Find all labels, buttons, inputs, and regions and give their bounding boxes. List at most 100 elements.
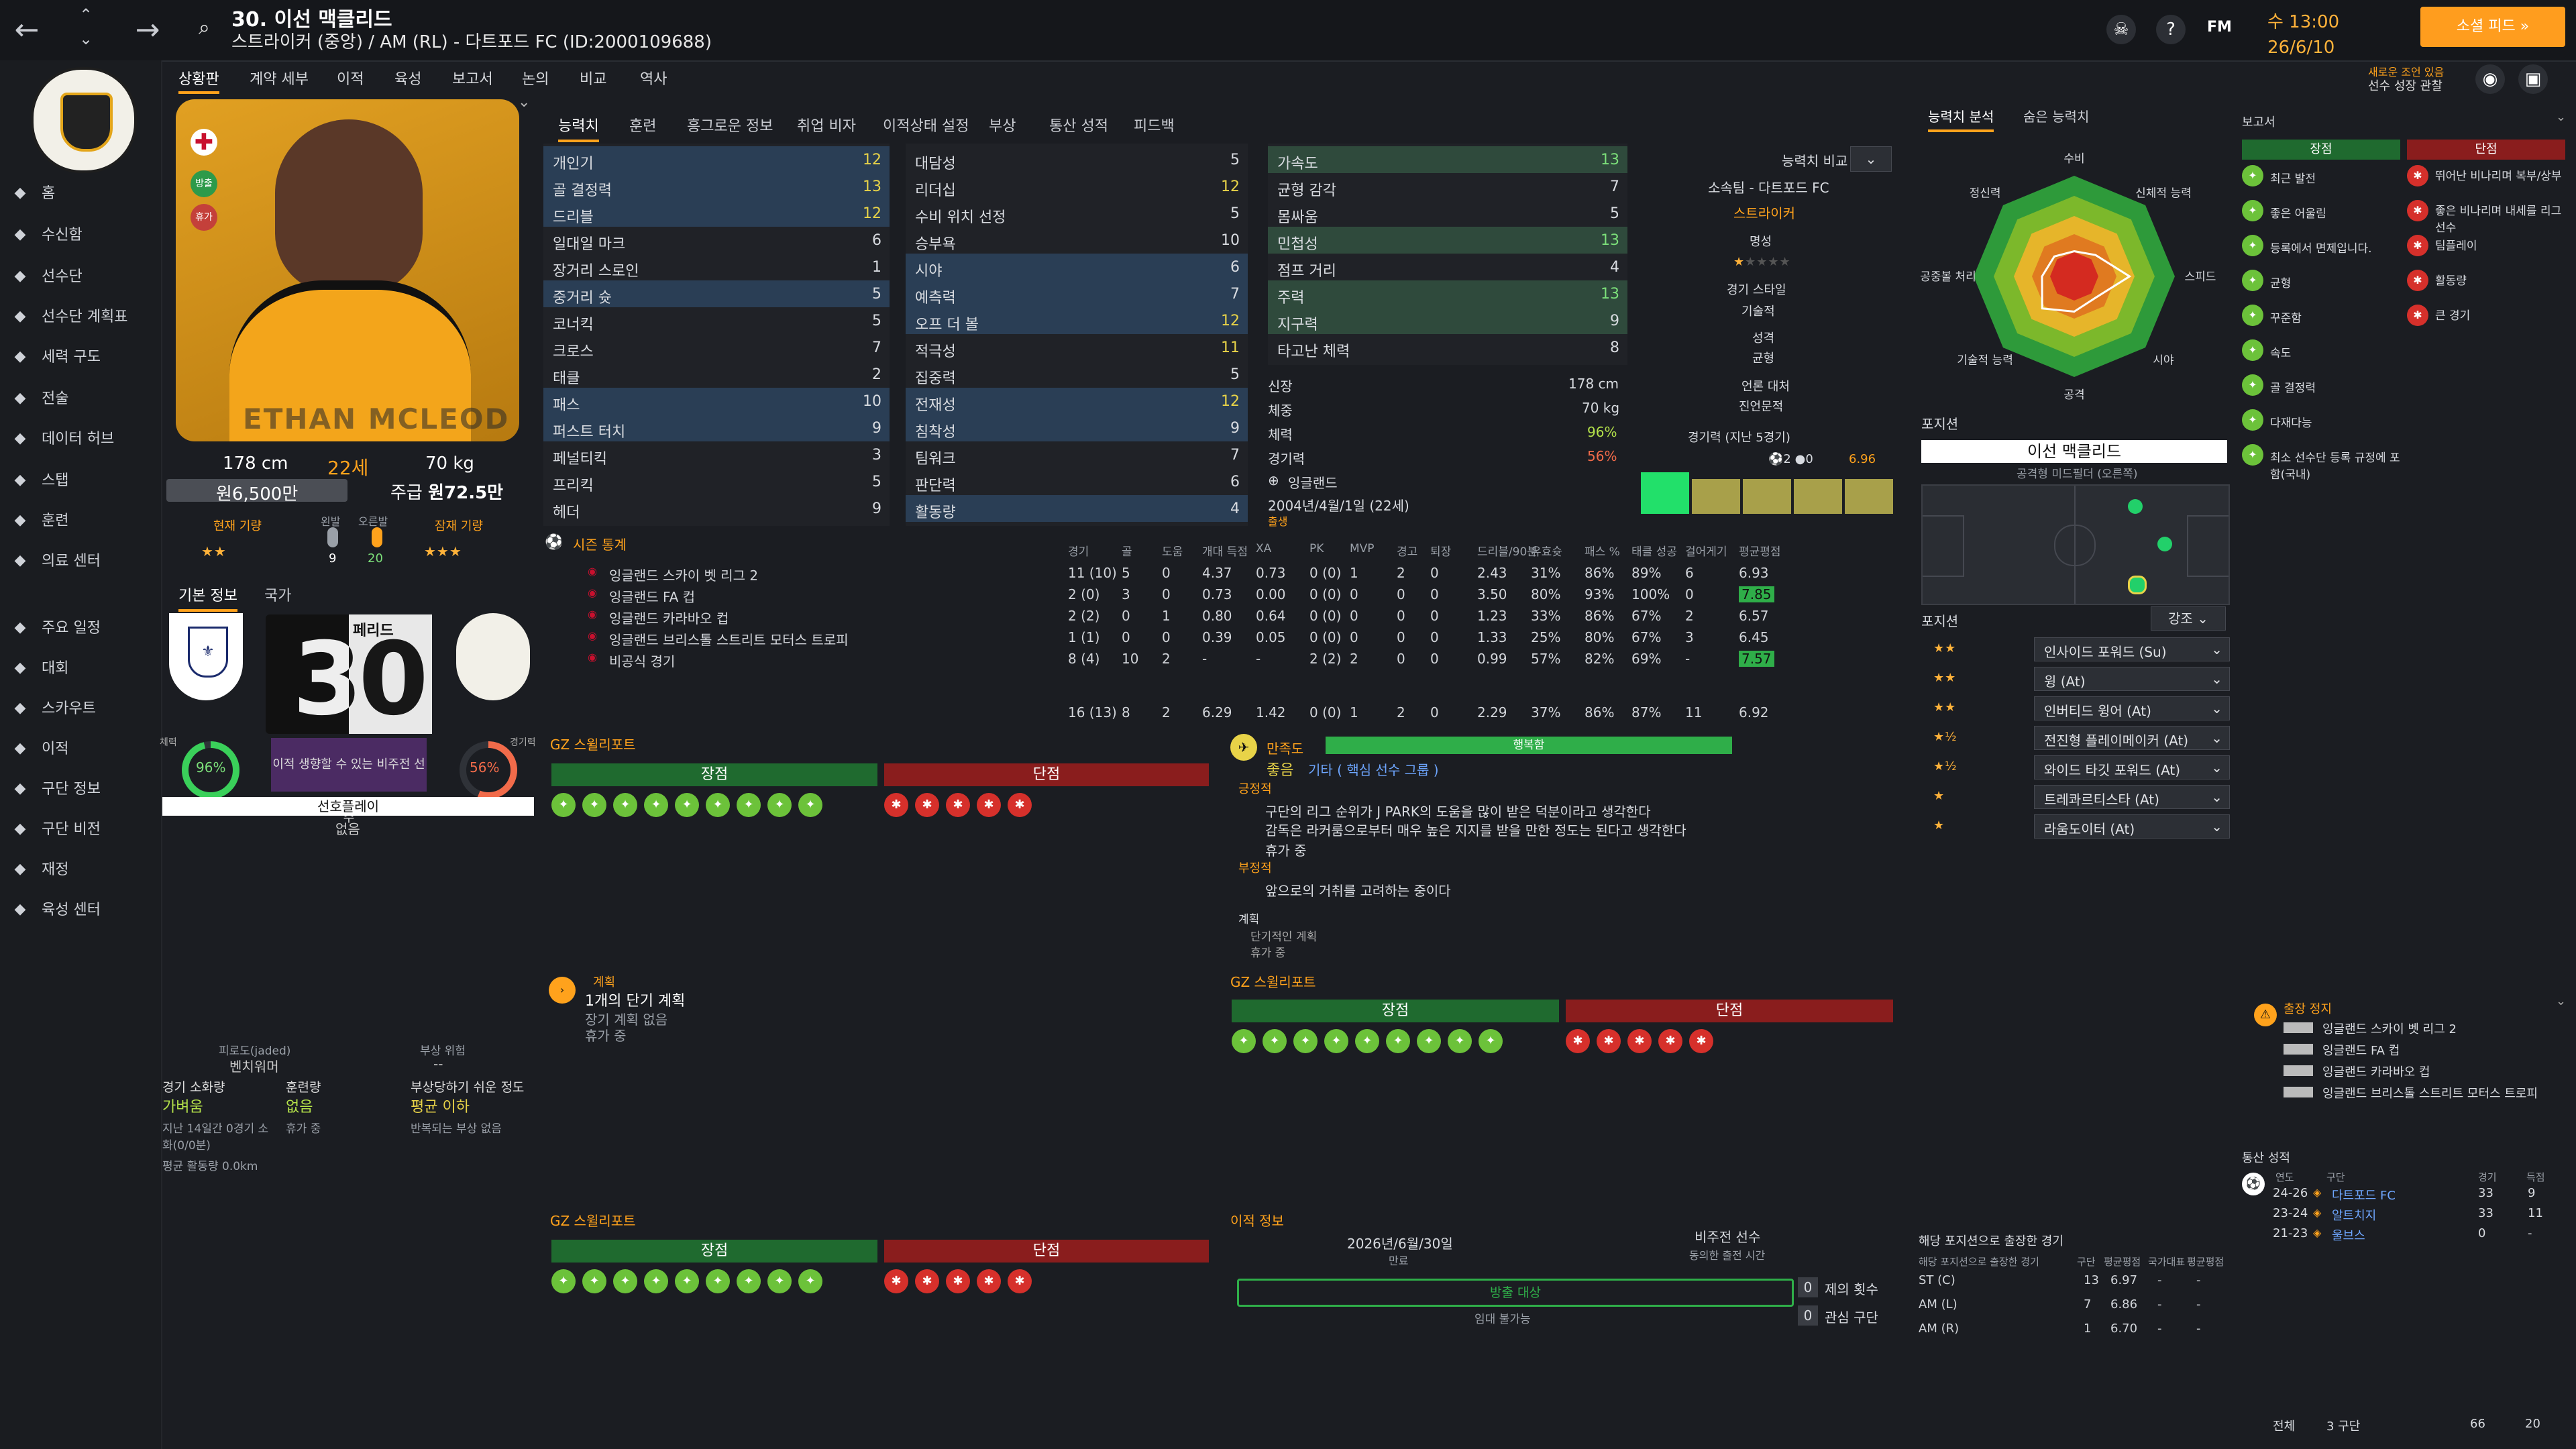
attribute-row[interactable]: 개인기 12 <box>543 146 890 173</box>
competition-name[interactable]: 잉글랜드 FA 컵 <box>609 589 696 605</box>
suspension-title[interactable]: 출장 정지 <box>2284 1002 2332 1016</box>
strength-icon[interactable]: ✦ <box>582 1269 606 1293</box>
attribute-row[interactable]: 코너킥 5 <box>543 307 890 334</box>
strength-icon[interactable]: ✦ <box>1448 1029 1472 1053</box>
stats-header[interactable]: 유효슛 <box>1531 545 1562 559</box>
report-strength[interactable]: 좋은 어울림 <box>2270 207 2326 221</box>
attribute-row[interactable]: 크로스 7 <box>543 334 890 361</box>
attribute-row[interactable]: 주력 13 <box>1268 280 1627 307</box>
sidebar-item-14[interactable]: ◆ 구단 정보 <box>0 774 161 805</box>
role-row[interactable]: ★★ 인버티드 윙어 (At) ⌄ <box>1921 695 2230 722</box>
attribute-row[interactable]: 수비 위치 선정 5 <box>906 200 1248 227</box>
stats-header[interactable]: 걸어게기 <box>1685 545 1727 559</box>
strength-icon[interactable]: ✦ <box>767 1269 792 1293</box>
stats-header[interactable]: MVP <box>1350 542 1375 555</box>
weakness-icon[interactable]: ✱ <box>1597 1029 1621 1053</box>
attribute-row[interactable]: 장거리 스로인 1 <box>543 254 890 280</box>
transfer-status-button[interactable]: 방출 대상 <box>1237 1279 1794 1307</box>
career-cell[interactable]: 울브스 <box>2332 1229 2365 1243</box>
attribute-row[interactable]: 예측력 7 <box>906 280 1248 307</box>
stats-row[interactable]: ◉ 비공식 경기 8 (4) 10 2 - - 2 (2) 2 0 0 0.99 57% 82% 69% - 7… <box>545 649 1900 669</box>
strength-icon[interactable]: ✦ <box>737 1269 761 1293</box>
continue-button[interactable]: 소셜 피드 » <box>2420 7 2565 47</box>
report-strength[interactable]: 등록에서 면제입니다. <box>2270 242 2372 256</box>
attribute-row[interactable]: 적극성 11 <box>906 334 1248 361</box>
stats-header[interactable]: 도움 <box>1162 545 1183 559</box>
weakness-icon[interactable]: ✱ <box>946 793 970 817</box>
player-value-bar[interactable]: 원6,500만 <box>166 479 347 504</box>
attribute-row[interactable]: 판단력 6 <box>906 468 1248 495</box>
strength-icon[interactable]: ✦ <box>551 1269 576 1293</box>
tab-attributes[interactable]: 능력치 <box>558 114 599 142</box>
attribute-row[interactable]: 점프 거리 4 <box>1268 254 1627 280</box>
role-dropdown[interactable]: 와이드 타깃 포워드 (At) ⌄ <box>2034 755 2230 780</box>
strength-icon[interactable]: ✦ <box>675 793 699 817</box>
stats-header[interactable]: 개대 득점 <box>1202 545 1248 559</box>
help-icon[interactable]: ? <box>2156 15 2186 44</box>
strength-icon[interactable]: ✦ <box>1386 1029 1410 1053</box>
weakness-icon[interactable]: ✱ <box>915 793 939 817</box>
role-dropdown[interactable]: 라움도이터 (At) ⌄ <box>2034 814 2230 839</box>
attribute-row[interactable]: 집중력 5 <box>906 361 1248 388</box>
tab-career-stats[interactable]: 통산 성적 <box>1049 118 1108 135</box>
stats-row[interactable]: ◉ 잉글랜드 스카이 벳 리그 2 11 (10) 5 0 4.37 0.73 0 (0) 1 2… <box>545 564 1900 584</box>
weakness-icon[interactable]: ✱ <box>1627 1029 1652 1053</box>
offers-label[interactable]: 제의 횟수 <box>1825 1281 1878 1297</box>
report-weakness[interactable]: 뛰어난 비나리며 복부/상부 <box>2435 170 2562 183</box>
sidebar-item-0[interactable]: ◆ 홈 <box>0 178 161 209</box>
positions-sub-title[interactable]: 포지션 <box>1921 613 1959 629</box>
report-weakness[interactable]: 좋은 비나리며 내세를 리그 선수 <box>2435 205 2562 235</box>
search-icon[interactable]: ⌕ <box>199 16 210 40</box>
strength-icon[interactable]: ✦ <box>1417 1029 1441 1053</box>
form-bar-5[interactable] <box>1845 479 1893 514</box>
stats-header[interactable]: 태클 성공 <box>1631 545 1677 559</box>
stats-header[interactable]: PK <box>1309 542 1324 555</box>
stats-row[interactable]: ◉ 잉글랜드 브리스톨 스트리트 모터스 트로피 1 (1) 0 0 0.39 0.05 0 … <box>545 628 1900 648</box>
competition-name[interactable]: 잉글랜드 카라바오 컵 <box>609 610 729 627</box>
form-bar-2[interactable] <box>1692 479 1740 514</box>
strength-icon[interactable]: ✦ <box>644 793 668 817</box>
form-bar-4[interactable] <box>1794 479 1842 514</box>
attribute-row[interactable]: 페널티킥 3 <box>543 441 890 468</box>
submenu-discuss[interactable]: 논의 <box>522 71 549 88</box>
stats-row[interactable]: ◉ 잉글랜드 FA 컵 2 (0) 3 0 0.73 0.00 0 (0) 0 0 0 3.50 80%… <box>545 585 1900 605</box>
suspension-competition[interactable]: 잉글랜드 브리스톨 스트리트 모터스 트로피 <box>2322 1087 2538 1101</box>
attribute-row[interactable]: 드리블 12 <box>543 200 890 227</box>
strength-icon[interactable]: ✦ <box>613 1269 637 1293</box>
report-weakness[interactable]: 활동량 <box>2435 274 2467 288</box>
competition-name[interactable]: 잉글랜드 스카이 벳 리그 2 <box>609 568 759 584</box>
strength-icon[interactable]: ✦ <box>613 793 637 817</box>
sidebar-item-15[interactable]: ◆ 구단 비전 <box>0 814 161 845</box>
plans-title[interactable]: 계획 <box>593 975 616 989</box>
submenu-transfer[interactable]: 이적 <box>337 71 364 88</box>
stats-header[interactable]: 패스 % <box>1585 545 1620 559</box>
forward-arrow-icon[interactable]: → <box>135 13 160 47</box>
report-strength[interactable]: 다재다능 <box>2270 417 2312 430</box>
attribute-row[interactable]: 태클 2 <box>543 361 890 388</box>
skull-icon[interactable]: ☠ <box>2106 15 2136 44</box>
sidebar-item-16[interactable]: ◆ 재정 <box>0 855 161 885</box>
suspension-competition[interactable]: 잉글랜드 FA 컵 <box>2322 1044 2400 1058</box>
sidebar-item-11[interactable]: ◆ 대회 <box>0 653 161 684</box>
tab-hidden-attributes[interactable]: 숨은 능력치 <box>2023 109 2090 125</box>
weakness-icon[interactable]: ✱ <box>884 793 908 817</box>
chevron-up-icon[interactable]: ⌃ <box>79 5 93 24</box>
weakness-icon[interactable]: ✱ <box>946 1269 970 1293</box>
fm-menu[interactable]: FM <box>2207 19 2232 36</box>
transfer-info-title[interactable]: 이적 정보 <box>1230 1213 1284 1229</box>
role-row[interactable]: ★★ 윙 (At) ⌄ <box>1921 665 2230 692</box>
strength-icon[interactable]: ✦ <box>551 793 576 817</box>
attribute-row[interactable]: 몸싸움 5 <box>1268 200 1627 227</box>
report-strength[interactable]: 골 결정력 <box>2270 382 2316 395</box>
tab-basic-info[interactable]: 기본 정보 <box>178 584 237 612</box>
career-cell[interactable]: 다트포드 FC <box>2332 1189 2396 1203</box>
tab-training[interactable]: 훈련 <box>629 118 657 135</box>
submenu-reports[interactable]: 보고서 <box>452 71 493 88</box>
report-strength[interactable]: 균형 <box>2270 277 2292 290</box>
social-group[interactable]: 기타 ( 핵심 선수 그룹 ) <box>1308 762 1439 778</box>
career-cell[interactable]: 알트치지 <box>2332 1209 2377 1223</box>
weakness-icon[interactable]: ✱ <box>1008 1269 1032 1293</box>
attribute-row[interactable]: 퍼스트 터치 9 <box>543 415 890 441</box>
tab-injuries[interactable]: 부상 <box>989 118 1016 135</box>
tab-transfer-status[interactable]: 이적상태 설정 <box>883 118 969 135</box>
